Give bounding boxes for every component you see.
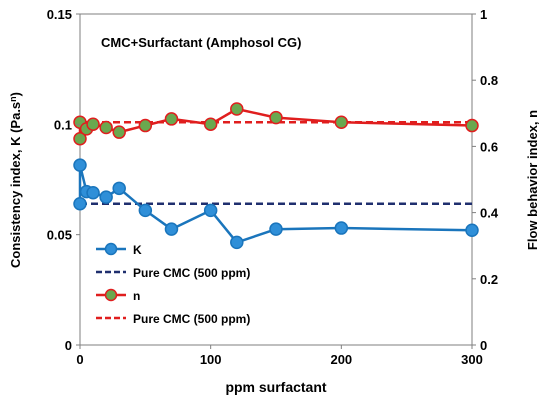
data-point-k: [269, 222, 283, 236]
y-right-tick-label: 0.8: [480, 73, 498, 88]
legend-label-n: n: [133, 289, 140, 303]
plot-area: [79, 13, 473, 346]
data-point-k: [138, 203, 153, 218]
x-tick-label: 0: [76, 352, 83, 367]
data-point-k: [112, 181, 126, 196]
data-point-k: [334, 221, 349, 235]
data-point-k: [99, 190, 113, 204]
y-right-tick-label: 0.6: [480, 139, 498, 154]
data-point-n: [269, 110, 283, 125]
y-right-tick-label: 0.2: [480, 272, 498, 287]
data-point-n: [230, 102, 244, 116]
data-point-k: [73, 197, 87, 211]
legend-label-k: K: [133, 243, 142, 257]
data-point-k: [86, 185, 100, 200]
y-right-tick-label: 1: [480, 7, 487, 22]
legend-label-k-ref: Pure CMC (500 ppm): [133, 266, 250, 280]
data-point-n: [203, 117, 218, 131]
data-point-k: [164, 222, 179, 236]
data-point-k: [73, 158, 87, 172]
data-point-k: [203, 203, 218, 218]
data-point-n: [86, 117, 100, 131]
data-point-n: [334, 115, 349, 129]
data-point-n: [73, 132, 87, 146]
data-point-k: [230, 235, 244, 250]
legend: K Pure CMC (500 ppm) n Pure CMC (500 ppm…: [96, 242, 250, 326]
legend-marker-n: [104, 288, 118, 302]
data-point-k: [465, 223, 479, 238]
y-left-tick-label: 0: [65, 338, 72, 353]
x-tick-label: 100: [200, 352, 222, 367]
y-left-tick-label: 0.1: [54, 117, 72, 132]
series-layer: [73, 102, 479, 250]
y-axis-right-label: Flow behavior index, n: [525, 110, 540, 250]
y-axis-left-label: Consistency index, K (Pa.sn): [8, 92, 23, 268]
x-tick-label: 200: [330, 352, 352, 367]
y-left-tick-label: 0.05: [47, 228, 72, 243]
y-right-tick-label: 0.4: [480, 206, 499, 221]
x-axis-label: ppm surfactant: [225, 379, 326, 395]
chart-title: CMC+Surfactant (Amphosol CG): [101, 35, 301, 50]
data-point-n: [99, 120, 113, 135]
x-tick-label: 300: [461, 352, 483, 367]
data-point-n: [164, 112, 179, 126]
data-point-n: [465, 118, 479, 133]
legend-label-n-ref: Pure CMC (500 ppm): [133, 312, 250, 326]
data-point-n: [112, 125, 126, 139]
data-point-n: [138, 118, 153, 133]
y-right-tick-label: 0: [480, 338, 487, 353]
legend-marker-k: [104, 242, 118, 256]
y-left-tick-label: 0.15: [47, 7, 72, 22]
